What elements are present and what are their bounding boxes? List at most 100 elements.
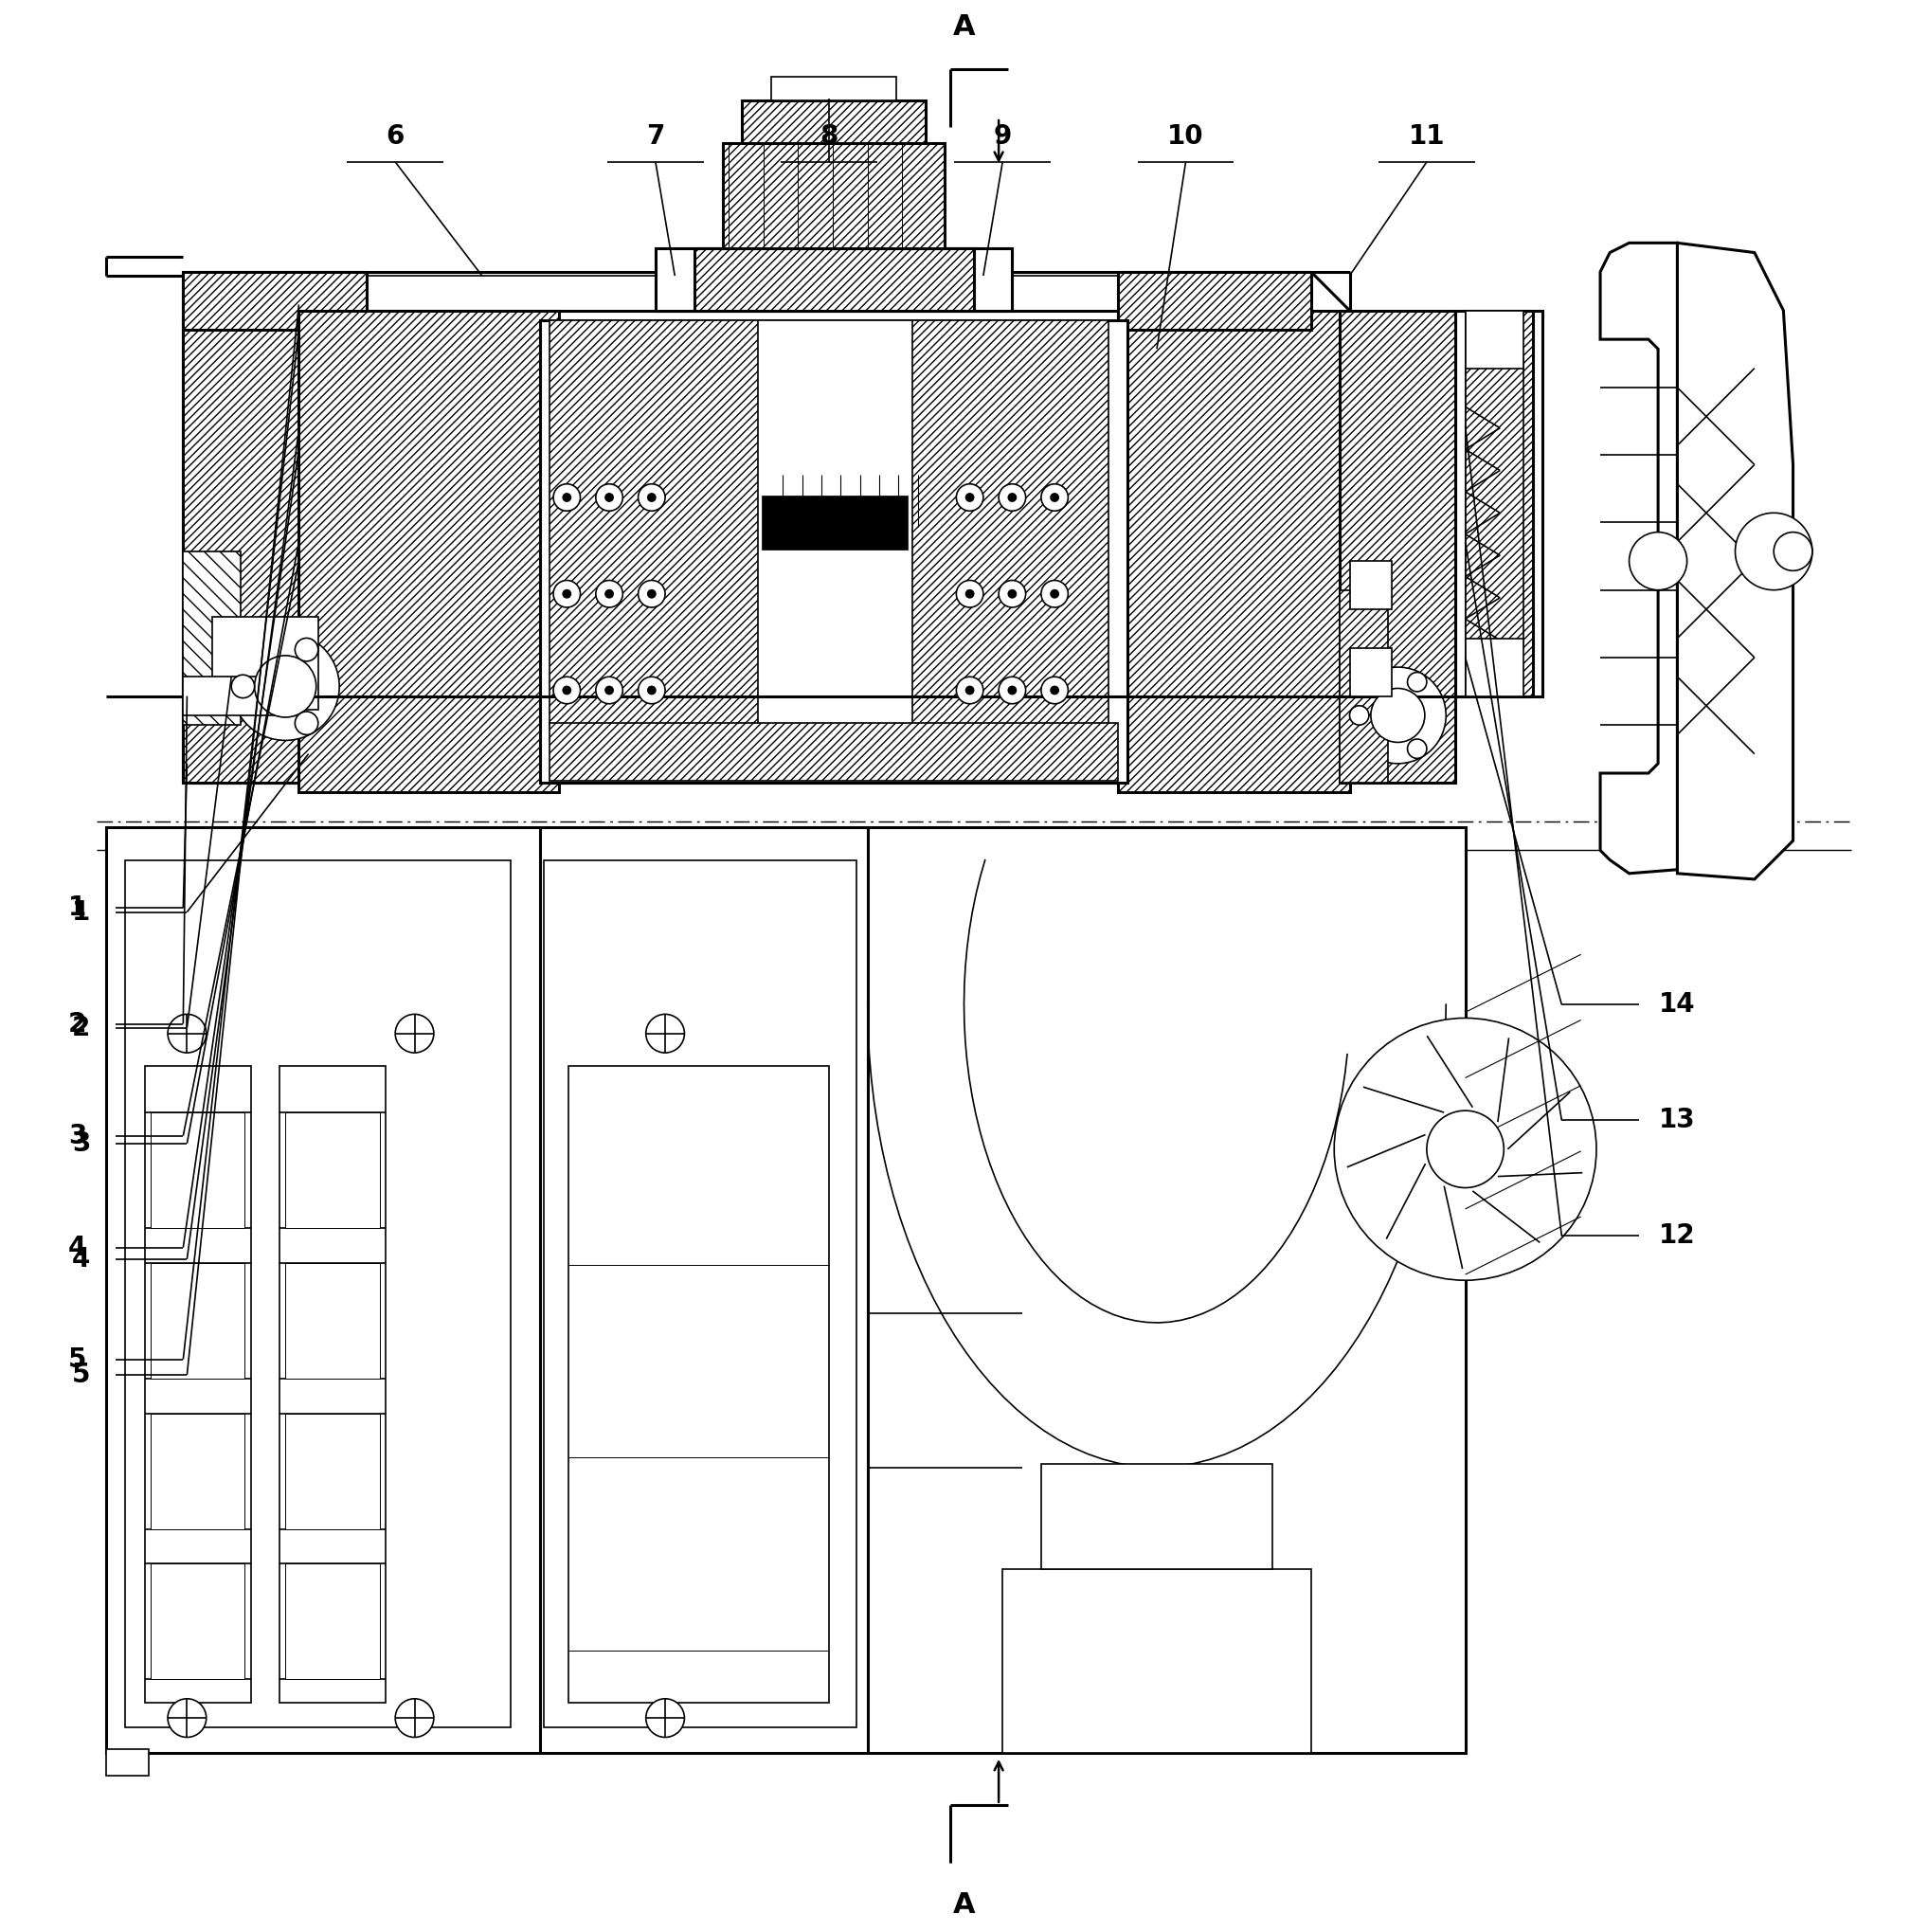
Circle shape xyxy=(999,483,1026,510)
Text: 5: 5 xyxy=(71,1362,91,1387)
Circle shape xyxy=(1350,667,1446,763)
Bar xyxy=(723,143,945,249)
Bar xyxy=(771,77,897,100)
Bar xyxy=(656,249,1012,311)
Circle shape xyxy=(1051,589,1058,597)
Bar xyxy=(544,860,856,1727)
Bar xyxy=(1465,638,1523,696)
Circle shape xyxy=(956,483,983,510)
Circle shape xyxy=(563,686,571,694)
Text: 5: 5 xyxy=(67,1347,87,1372)
Circle shape xyxy=(638,483,665,510)
Circle shape xyxy=(1629,531,1687,589)
Bar xyxy=(1456,311,1542,696)
Circle shape xyxy=(999,580,1026,607)
Bar xyxy=(656,249,1012,311)
Bar xyxy=(150,1414,245,1528)
Bar xyxy=(183,676,299,715)
Circle shape xyxy=(1334,1018,1596,1281)
Bar xyxy=(183,551,241,724)
Circle shape xyxy=(646,1698,684,1737)
Text: 9: 9 xyxy=(993,124,1012,151)
Text: 7: 7 xyxy=(646,124,665,151)
Polygon shape xyxy=(549,321,762,724)
Circle shape xyxy=(1051,493,1058,500)
Text: 6: 6 xyxy=(386,124,405,151)
Polygon shape xyxy=(1677,243,1793,879)
Text: 12: 12 xyxy=(1660,1223,1695,1250)
Circle shape xyxy=(966,589,974,597)
Circle shape xyxy=(999,676,1026,703)
Bar xyxy=(183,272,366,330)
Bar xyxy=(1350,560,1392,609)
Circle shape xyxy=(563,493,571,500)
Circle shape xyxy=(1407,672,1427,692)
Circle shape xyxy=(563,589,571,597)
Polygon shape xyxy=(1600,243,1677,873)
Circle shape xyxy=(1041,580,1068,607)
Bar xyxy=(212,616,318,709)
Text: 2: 2 xyxy=(71,1014,91,1041)
Bar xyxy=(1465,311,1523,369)
Bar xyxy=(1041,1463,1272,1569)
Text: 4: 4 xyxy=(67,1235,87,1262)
Circle shape xyxy=(1008,589,1016,597)
Circle shape xyxy=(1008,493,1016,500)
Circle shape xyxy=(254,655,316,717)
Circle shape xyxy=(553,580,580,607)
Bar xyxy=(1003,1569,1311,1752)
Bar xyxy=(106,1748,148,1776)
Bar xyxy=(106,827,868,1752)
Text: 13: 13 xyxy=(1660,1107,1695,1134)
Circle shape xyxy=(638,676,665,703)
Circle shape xyxy=(1427,1111,1504,1188)
Bar xyxy=(280,1066,386,1702)
Bar xyxy=(285,1113,380,1229)
Text: 4: 4 xyxy=(71,1246,91,1273)
Polygon shape xyxy=(906,321,1109,724)
Bar xyxy=(1118,311,1350,792)
Bar xyxy=(742,100,925,143)
Bar xyxy=(569,1066,829,1702)
Text: 1: 1 xyxy=(71,898,91,925)
Bar xyxy=(150,1563,245,1679)
Bar xyxy=(285,1414,380,1528)
Circle shape xyxy=(638,580,665,607)
Bar xyxy=(762,495,908,549)
Circle shape xyxy=(1735,512,1812,589)
Bar xyxy=(694,249,974,311)
Circle shape xyxy=(395,1014,434,1053)
Circle shape xyxy=(1041,676,1068,703)
Text: 11: 11 xyxy=(1409,124,1444,151)
Circle shape xyxy=(966,686,974,694)
Circle shape xyxy=(648,493,656,500)
Circle shape xyxy=(605,686,613,694)
Text: 2: 2 xyxy=(67,1010,87,1037)
Circle shape xyxy=(295,638,318,661)
Circle shape xyxy=(553,483,580,510)
Bar xyxy=(868,827,1465,1752)
Text: 3: 3 xyxy=(71,1130,91,1157)
Circle shape xyxy=(1774,531,1812,570)
Circle shape xyxy=(168,1698,206,1737)
Circle shape xyxy=(1051,686,1058,694)
Circle shape xyxy=(295,711,318,734)
Text: 14: 14 xyxy=(1660,991,1695,1018)
Circle shape xyxy=(648,686,656,694)
Circle shape xyxy=(966,493,974,500)
Circle shape xyxy=(168,1014,206,1053)
Bar xyxy=(758,321,912,724)
Bar xyxy=(150,1113,245,1229)
Text: 10: 10 xyxy=(1168,124,1203,151)
Circle shape xyxy=(1008,686,1016,694)
Circle shape xyxy=(1371,688,1425,742)
Circle shape xyxy=(646,1014,684,1053)
Circle shape xyxy=(605,589,613,597)
Circle shape xyxy=(596,676,623,703)
Bar xyxy=(183,321,308,782)
Text: 8: 8 xyxy=(819,124,839,151)
Bar xyxy=(285,1264,380,1379)
Bar xyxy=(549,723,1118,781)
Text: 3: 3 xyxy=(67,1122,87,1150)
Bar xyxy=(145,1066,251,1702)
